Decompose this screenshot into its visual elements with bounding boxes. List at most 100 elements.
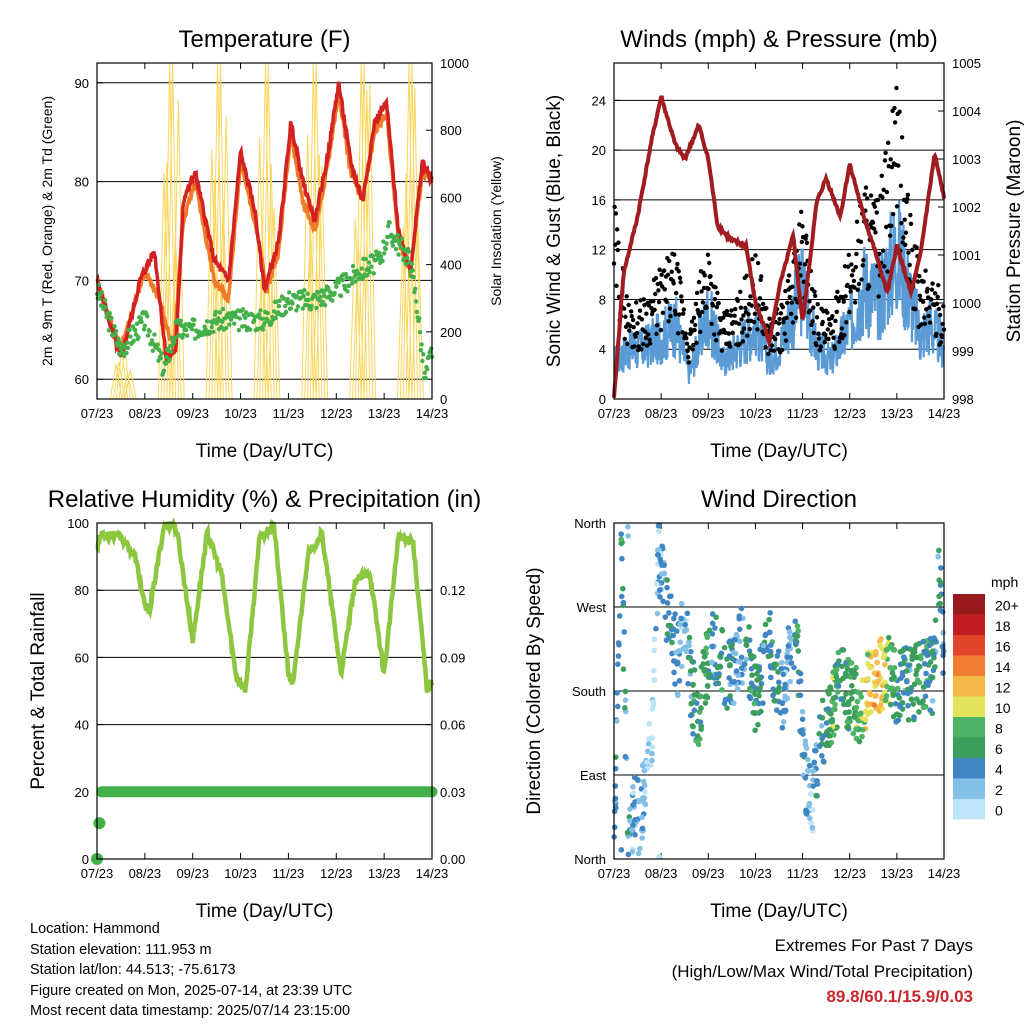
gust-point — [713, 338, 719, 343]
gust-point — [614, 227, 620, 232]
gust-point — [863, 185, 869, 190]
gust-point — [634, 300, 639, 305]
direction-point — [640, 778, 647, 785]
direction-point — [775, 669, 781, 675]
gust-point — [903, 242, 908, 247]
dewpoint-point — [367, 269, 372, 275]
direction-point — [644, 748, 651, 755]
plot-border — [96, 522, 433, 860]
direction-point — [734, 686, 741, 693]
gust-point — [865, 196, 870, 201]
dewpoint-point — [103, 305, 108, 310]
gust-point — [712, 296, 718, 302]
direction-point — [842, 709, 849, 716]
gust-point — [783, 338, 789, 343]
direction-point — [843, 691, 849, 697]
direction-point — [905, 717, 912, 723]
direction-point — [799, 752, 806, 758]
panel-0: Temperature (F) 07/23 08/23 09/23 10/23 11/23… — [39, 26, 504, 462]
direction-point — [786, 629, 793, 635]
direction-point — [936, 593, 942, 600]
gust-point — [647, 341, 653, 346]
gust-point — [846, 252, 852, 258]
gust-point — [847, 309, 852, 315]
x-tick-label: 10/23 — [739, 866, 772, 881]
direction-point — [778, 659, 785, 666]
colorbar-label: 2 — [995, 782, 1003, 798]
direction-point — [733, 668, 740, 674]
gust-point — [635, 321, 640, 326]
direction-point — [700, 648, 706, 655]
direction-point — [860, 726, 866, 733]
x-tick-label: 12/23 — [320, 866, 353, 881]
direction-point — [830, 706, 837, 713]
direction-point — [629, 827, 635, 833]
gust-point — [698, 329, 703, 335]
direction-point — [813, 792, 820, 799]
direction-point — [935, 553, 941, 560]
direction-point — [916, 709, 922, 715]
direction-point — [926, 679, 932, 685]
y-tick-label: 60 — [75, 650, 89, 665]
direction-point — [784, 654, 790, 660]
direction-point — [766, 616, 772, 623]
direction-point — [929, 648, 936, 655]
dewpoint-point — [359, 266, 365, 271]
direction-point — [845, 656, 852, 663]
direction-point — [929, 697, 936, 704]
dewpoint-point — [165, 346, 171, 352]
direction-point — [793, 640, 799, 647]
direction-point — [762, 621, 769, 628]
x-tick-label: 14/23 — [416, 406, 449, 421]
direction-point — [620, 585, 626, 592]
gust-point — [677, 275, 683, 281]
direction-point — [855, 717, 862, 724]
y-tick-label: 12 — [592, 243, 606, 258]
gust-point — [727, 341, 732, 346]
dewpoint-point — [410, 268, 416, 273]
gust-point — [766, 351, 771, 357]
dewpoint-point — [313, 293, 318, 299]
gust-point — [758, 277, 763, 283]
gust-point — [936, 306, 942, 312]
direction-point — [914, 677, 921, 683]
direction-point — [670, 615, 677, 622]
gust-point — [828, 322, 833, 328]
direction-point — [897, 712, 903, 719]
gust-point — [848, 289, 853, 294]
gust-point — [700, 309, 705, 315]
direction-point — [806, 802, 812, 809]
direction-point — [618, 847, 625, 853]
gust-point — [614, 283, 619, 289]
gust-point — [660, 284, 665, 289]
direction-point — [867, 664, 873, 671]
gust-point — [714, 304, 720, 310]
dewpoint-point — [406, 249, 412, 254]
y2-tick-label: 400 — [440, 258, 462, 273]
gust-point — [807, 308, 813, 313]
gust-point — [790, 320, 796, 325]
gust-point — [830, 329, 836, 334]
gust-point — [689, 319, 695, 324]
dewpoint-point — [371, 271, 376, 276]
x-tick-label: 12/23 — [320, 406, 353, 421]
gust-point — [752, 320, 757, 325]
gust-point — [894, 85, 899, 91]
figure-created: Figure created on Mon, 2025-07-14, at 23… — [30, 982, 353, 999]
direction-point — [851, 714, 857, 720]
y-tick-label: 0 — [599, 392, 606, 407]
dewpoint-point — [290, 301, 295, 306]
direction-point — [858, 694, 865, 700]
dewpoint-point — [338, 293, 344, 299]
dewpoint-point — [420, 358, 425, 364]
gust-point — [800, 224, 805, 229]
gust-point — [790, 284, 795, 289]
direction-point — [736, 638, 743, 645]
direction-point — [937, 579, 944, 586]
gust-point — [914, 245, 919, 250]
y2-tick-label: 200 — [440, 325, 462, 340]
direction-point — [844, 718, 851, 725]
gust-point — [693, 301, 699, 307]
x-tick-label: 07/23 — [598, 406, 631, 421]
direction-point — [856, 738, 863, 745]
